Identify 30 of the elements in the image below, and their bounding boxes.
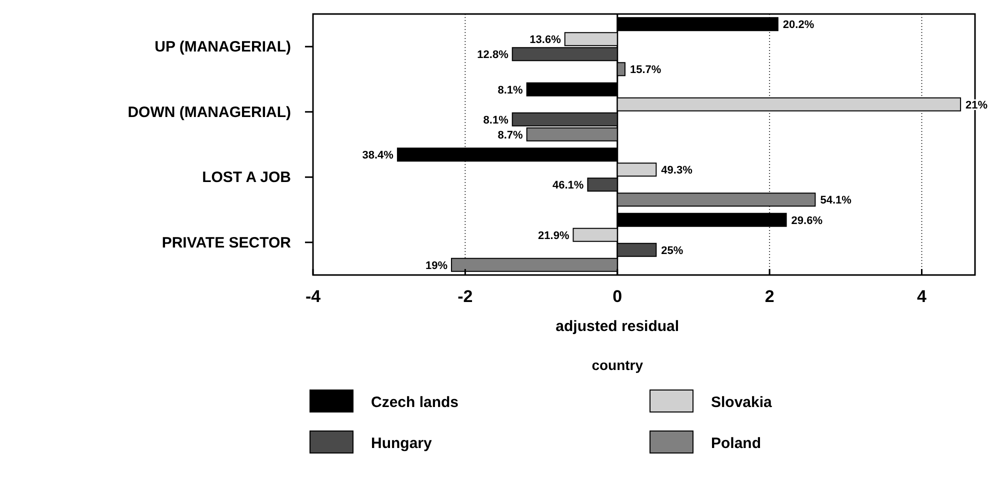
x-tick-label: 0: [612, 287, 622, 306]
y-tick-label: UP (MANAGERIAL): [154, 38, 291, 56]
legend-label: Czech lands: [371, 394, 459, 411]
x-axis-title: adjusted residual: [556, 318, 680, 335]
legend-label: Slovakia: [711, 394, 773, 411]
legend-label: Poland: [711, 435, 762, 452]
annotation: 25%: [661, 244, 684, 257]
annotation: 21.9%: [538, 230, 570, 242]
legend-title: country: [592, 357, 644, 373]
annotation: 29.6%: [791, 214, 823, 227]
annotation: 8.1%: [498, 84, 524, 96]
annotation: 12.8%: [477, 49, 509, 62]
annotation: 38.4%: [362, 150, 394, 162]
x-tick-label: 4: [917, 287, 927, 306]
annotation: 8.7%: [498, 129, 524, 142]
y-tick-label: DOWN (MANAGERIAL): [128, 104, 291, 121]
annotation: 46.1%: [552, 180, 584, 192]
annotation: 19%: [425, 260, 448, 272]
annotation: 54.1%: [820, 194, 852, 207]
annotation: 49.3%: [661, 164, 693, 177]
annotation: 13.6%: [530, 34, 562, 46]
legend-label: Hungary: [371, 435, 432, 452]
annotation: 20.2%: [782, 19, 814, 32]
x-tick-label: -2: [458, 287, 473, 306]
x-tick-label: -4: [305, 287, 322, 306]
x-tick-label: 2: [764, 287, 774, 306]
y-tick-label: LOST A JOB: [202, 169, 292, 186]
annotation: 8.1%: [483, 114, 509, 126]
annotation: 15.7%: [630, 64, 662, 76]
y-tick-label: PRIVATE SECTOR: [162, 234, 292, 252]
